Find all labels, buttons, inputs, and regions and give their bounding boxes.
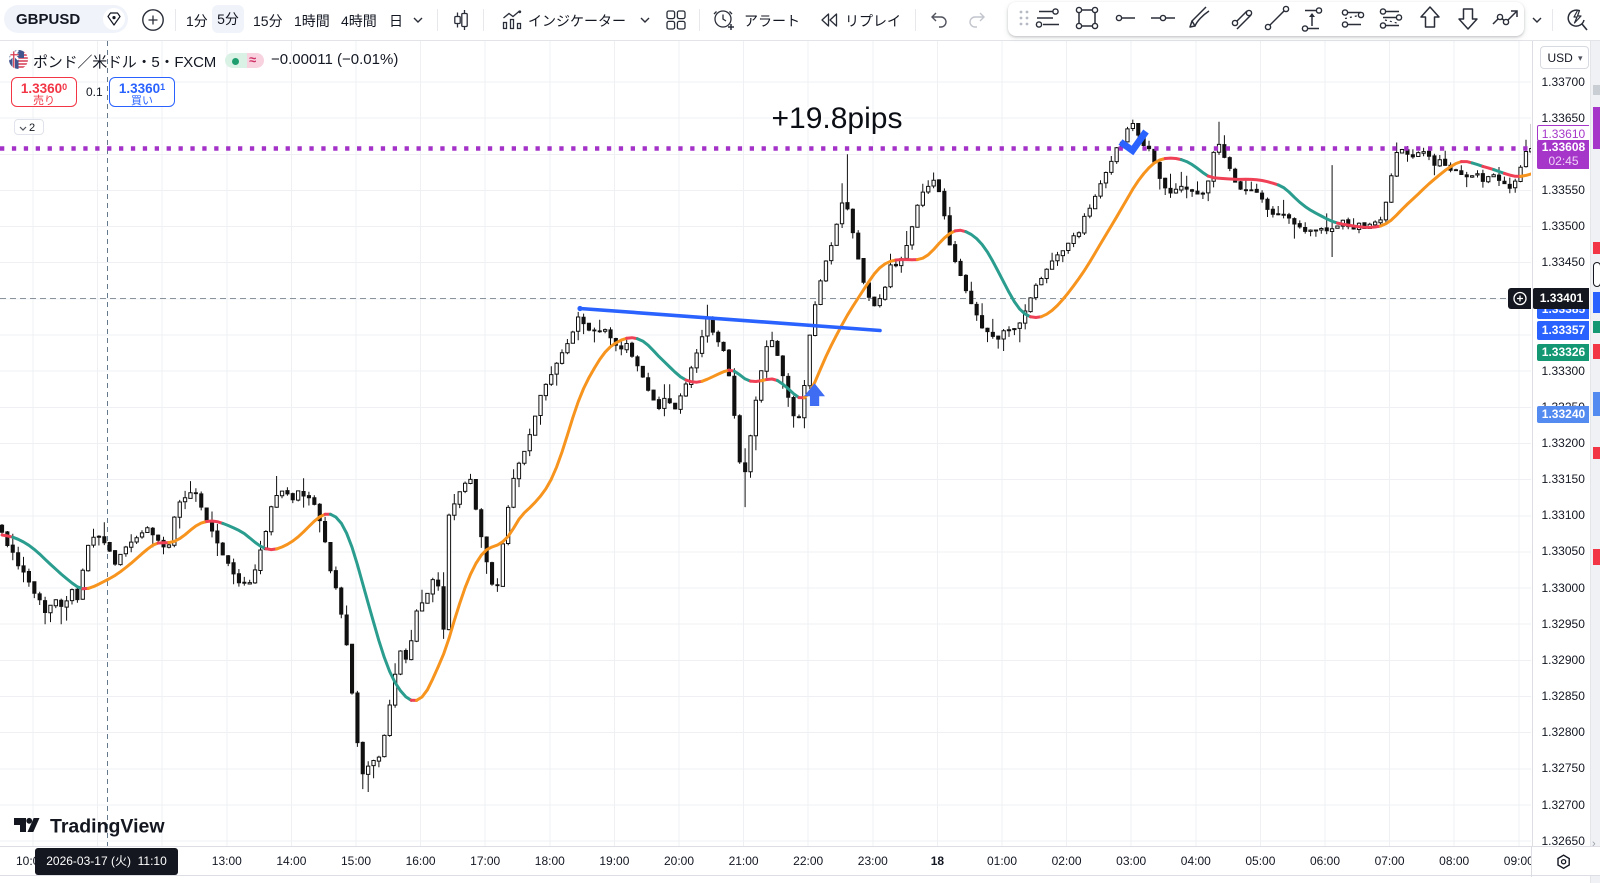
svg-text:TradingView: TradingView: [50, 816, 165, 838]
svg-text:+19.8pips: +19.8pips: [772, 102, 903, 135]
